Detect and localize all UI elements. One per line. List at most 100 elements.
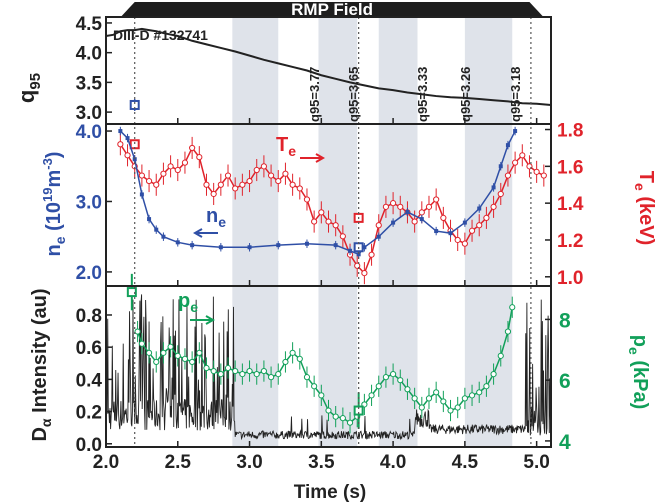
pe-point-42 bbox=[433, 389, 440, 396]
pe-tick-label-2: 8 bbox=[559, 309, 571, 332]
svg-text:Dα Intensity (au): Dα Intensity (au) bbox=[29, 288, 54, 441]
ne-line bbox=[119, 130, 516, 256]
x-tick-label-1: 2.5 bbox=[165, 452, 192, 473]
te-point-58 bbox=[533, 168, 540, 175]
highlight-pe-point-0 bbox=[126, 287, 137, 298]
svg-text:Te: Te bbox=[276, 134, 296, 159]
pe-point-14 bbox=[232, 367, 239, 375]
pe-point-33 bbox=[368, 392, 375, 399]
ne-point-17 bbox=[376, 234, 381, 239]
ne-tick-label-2: 4.0 bbox=[76, 122, 102, 143]
pe-point-3 bbox=[153, 358, 160, 366]
te-point-31 bbox=[339, 233, 346, 240]
pe-point-1 bbox=[138, 340, 145, 347]
shaded-bands bbox=[232, 17, 513, 447]
x-tick-label-6: 5.0 bbox=[523, 452, 549, 473]
panel-frames bbox=[105, 16, 552, 448]
svg-text:Te (keV): Te (keV) bbox=[632, 171, 657, 245]
ne-point-28 bbox=[513, 129, 518, 134]
te-point-50 bbox=[476, 222, 483, 229]
panel-frame-2 bbox=[105, 285, 552, 448]
te-point-30 bbox=[332, 222, 339, 229]
pe-point-37 bbox=[397, 377, 404, 384]
pe-point-24 bbox=[303, 374, 311, 381]
te-point-6 bbox=[160, 170, 167, 177]
dalpha-y-ticks: 0.0 0.2 0.4 0.6 0.8 bbox=[76, 306, 112, 456]
svg-text:pe: pe bbox=[178, 290, 198, 315]
dalpha-ylabel: Dα Intensity (au) bbox=[29, 288, 54, 441]
pe-point-49 bbox=[483, 383, 490, 390]
ne-point-9 bbox=[218, 245, 223, 250]
svg-text:pe (kPa): pe (kPa) bbox=[626, 335, 651, 409]
ne-point-15 bbox=[356, 252, 361, 257]
dalpha-tick-label-4: 0.8 bbox=[76, 306, 102, 327]
ne-point-21 bbox=[434, 229, 439, 234]
ne-point-22 bbox=[448, 231, 453, 236]
rmp-banner-label: RMP Field bbox=[291, 0, 373, 19]
te-point-52 bbox=[490, 203, 497, 210]
te-point-41 bbox=[411, 218, 418, 225]
pe-point-43 bbox=[440, 398, 447, 405]
te-series bbox=[117, 133, 547, 285]
pe-point-19 bbox=[267, 374, 275, 381]
pe-point-38 bbox=[404, 386, 411, 393]
x-tick-label-4: 4.0 bbox=[380, 452, 406, 473]
pe-legend: pe bbox=[178, 290, 216, 325]
ne-point-7 bbox=[175, 240, 180, 245]
rmp-banner-shape bbox=[120, 2, 544, 17]
te-point-48 bbox=[461, 240, 468, 247]
te-point-7 bbox=[167, 163, 174, 170]
te-point-11 bbox=[196, 154, 203, 161]
pe-point-26 bbox=[318, 392, 325, 399]
ne-legend: ne bbox=[192, 205, 226, 238]
pe-point-9 bbox=[196, 349, 203, 356]
te-tick-label-3: 1.6 bbox=[557, 157, 583, 178]
q95-tick-label-3: 4.5 bbox=[76, 14, 103, 35]
ne-point-13 bbox=[333, 243, 338, 248]
te-point-39 bbox=[397, 203, 404, 210]
ne-point-25 bbox=[491, 185, 496, 190]
x-tick-label-0: 2.0 bbox=[93, 452, 119, 473]
te-point-34 bbox=[361, 270, 368, 277]
te-point-9 bbox=[181, 159, 189, 166]
ne-point-5 bbox=[154, 227, 159, 232]
pe-point-39 bbox=[411, 395, 418, 402]
pe-point-25 bbox=[311, 383, 318, 390]
pe-point-17 bbox=[253, 370, 260, 378]
te-tick-label-4: 1.8 bbox=[557, 121, 583, 142]
ne-point-4 bbox=[147, 217, 152, 222]
ne-ylabel: ne (1019m-3) bbox=[40, 152, 68, 257]
highlight-pe-point-1 bbox=[353, 405, 364, 416]
pe-point-22 bbox=[289, 349, 296, 356]
pe-point-48 bbox=[476, 389, 483, 396]
dalpha-tick-label-0: 0.0 bbox=[76, 435, 102, 456]
pe-point-40 bbox=[418, 404, 425, 411]
te-point-36 bbox=[375, 222, 382, 229]
pe-point-52 bbox=[504, 328, 512, 335]
x-axis-label: Time (s) bbox=[294, 482, 367, 503]
q95-annotation-0: q95=3.77 bbox=[307, 67, 322, 122]
x-tick-label-3: 3.5 bbox=[308, 452, 335, 473]
dalpha-tick-label-3: 0.6 bbox=[76, 338, 102, 359]
panel-q95: DIII-D #132741 q95=3.77 q95=3.65 q95=3.33 q… bbox=[14, 14, 552, 124]
shot-label: DIII-D #132741 bbox=[113, 27, 208, 43]
q95-tick-label-0: 3.0 bbox=[76, 103, 102, 124]
te-point-18 bbox=[246, 177, 253, 185]
pe-point-0 bbox=[134, 328, 141, 335]
pe-point-53 bbox=[509, 304, 516, 311]
te-legend: Te bbox=[276, 134, 326, 163]
pe-point-21 bbox=[282, 358, 289, 366]
pe-y-ticks: 4 6 8 bbox=[545, 309, 571, 454]
ne-point-27 bbox=[505, 143, 510, 148]
te-point-8 bbox=[174, 166, 181, 174]
ne-tick-label-0: 2.0 bbox=[76, 263, 102, 284]
panel-ne-te: 2.0 3.0 4.0 1.0 1.2 1.4 1.6 1.8 ne (1019m-3) T… bbox=[40, 121, 657, 289]
pe-point-28 bbox=[332, 413, 339, 420]
te-point-49 bbox=[468, 227, 476, 234]
pe-point-34 bbox=[375, 383, 382, 390]
pe-point-45 bbox=[454, 404, 461, 411]
svg-text:ne: ne bbox=[206, 205, 226, 230]
pe-point-7 bbox=[181, 355, 189, 363]
te-point-21 bbox=[267, 172, 275, 179]
